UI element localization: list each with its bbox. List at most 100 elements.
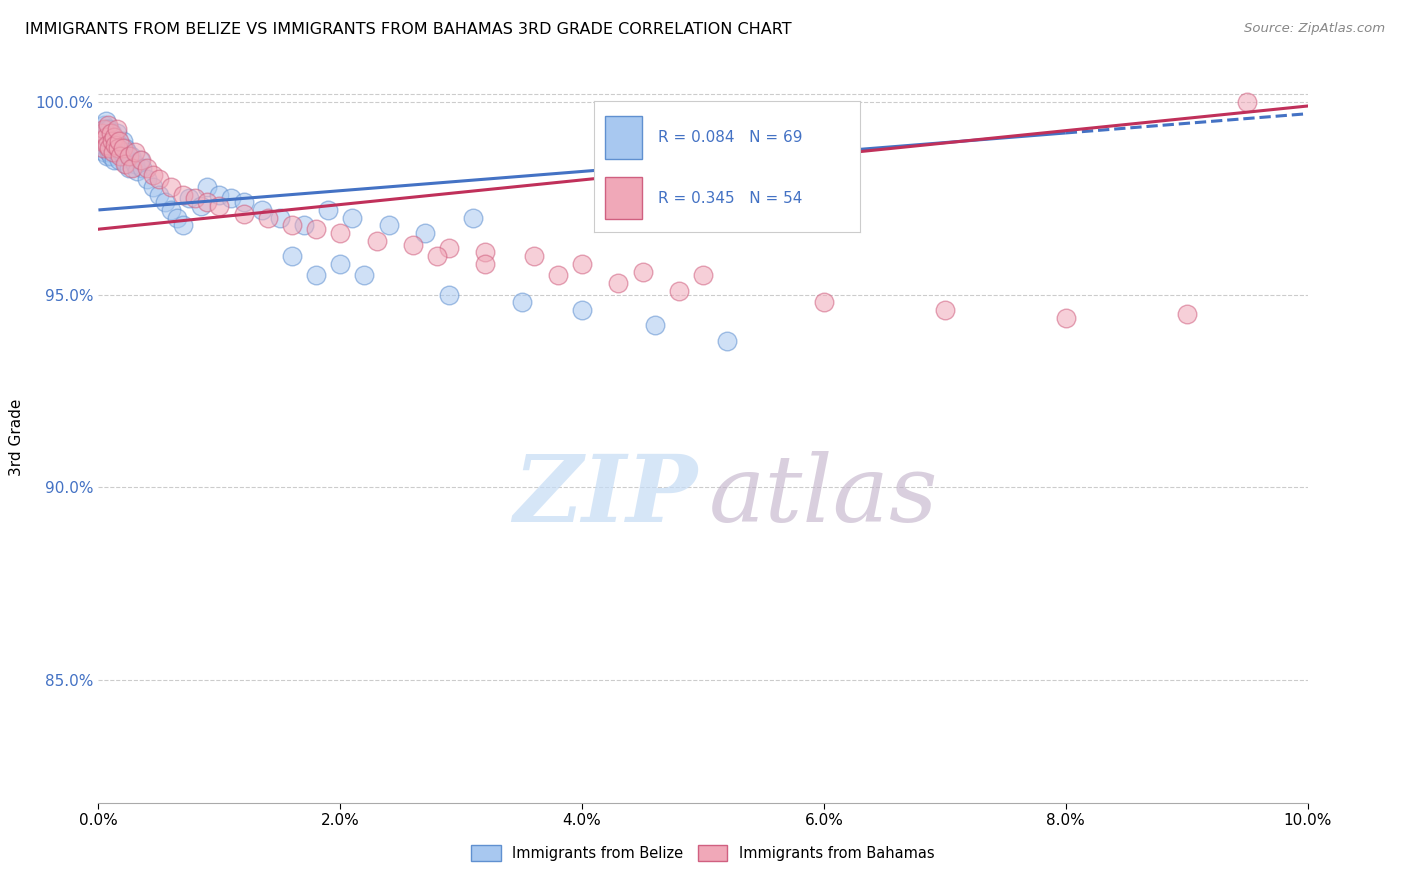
- Point: [644, 318, 666, 333]
- Point: [91, 126, 114, 140]
- Point: [94, 114, 117, 128]
- Point: [107, 141, 129, 155]
- Point: [105, 126, 128, 140]
- Point: [97, 129, 120, 144]
- Text: Source: ZipAtlas.com: Source: ZipAtlas.com: [1244, 22, 1385, 36]
- Point: [208, 187, 231, 202]
- Point: [142, 179, 165, 194]
- Point: [160, 202, 183, 217]
- Point: [437, 242, 460, 256]
- Point: [108, 134, 131, 148]
- Point: [179, 191, 201, 205]
- Point: [1175, 307, 1198, 321]
- Point: [232, 195, 254, 210]
- Text: ZIP: ZIP: [513, 450, 697, 541]
- Point: [98, 122, 121, 136]
- Point: [166, 211, 188, 225]
- Point: [316, 202, 339, 217]
- Point: [103, 129, 125, 144]
- Point: [90, 134, 112, 148]
- Point: [269, 211, 291, 225]
- Point: [160, 179, 183, 194]
- Point: [305, 222, 328, 236]
- Point: [131, 161, 153, 175]
- Point: [105, 145, 128, 160]
- Point: [100, 126, 122, 140]
- Point: [692, 268, 714, 283]
- Point: [135, 172, 157, 186]
- Point: [148, 172, 170, 186]
- Point: [148, 187, 170, 202]
- Point: [110, 145, 132, 160]
- Point: [195, 195, 218, 210]
- Point: [104, 137, 127, 152]
- Point: [402, 237, 425, 252]
- Point: [523, 249, 546, 263]
- Point: [115, 157, 138, 171]
- Point: [111, 134, 134, 148]
- Point: [1236, 95, 1258, 110]
- Point: [124, 157, 146, 171]
- Point: [121, 161, 143, 175]
- Text: IMMIGRANTS FROM BELIZE VS IMMIGRANTS FROM BAHAMAS 3RD GRADE CORRELATION CHART: IMMIGRANTS FROM BELIZE VS IMMIGRANTS FRO…: [25, 22, 792, 37]
- Point: [100, 149, 122, 163]
- Point: [93, 122, 115, 136]
- Point: [105, 122, 128, 136]
- Point: [93, 145, 115, 160]
- Point: [114, 141, 136, 155]
- Point: [117, 145, 139, 160]
- Point: [98, 145, 121, 160]
- Point: [118, 161, 141, 175]
- Point: [100, 134, 122, 148]
- Point: [98, 141, 121, 155]
- Point: [96, 137, 118, 152]
- Point: [250, 202, 273, 217]
- Point: [934, 303, 956, 318]
- Y-axis label: 3rd Grade: 3rd Grade: [10, 399, 24, 475]
- Point: [607, 276, 630, 290]
- Point: [413, 226, 436, 240]
- Point: [127, 164, 149, 178]
- Point: [100, 126, 122, 140]
- Point: [108, 153, 131, 167]
- Point: [1054, 310, 1077, 325]
- Point: [90, 134, 112, 148]
- Point: [190, 199, 212, 213]
- Point: [571, 303, 593, 318]
- Point: [377, 219, 399, 233]
- Point: [256, 211, 278, 225]
- Point: [101, 145, 124, 160]
- Point: [97, 118, 120, 132]
- Point: [100, 141, 122, 155]
- Point: [91, 126, 114, 140]
- Point: [103, 141, 125, 155]
- Point: [281, 249, 304, 263]
- Point: [329, 226, 352, 240]
- Point: [101, 134, 124, 148]
- Point: [547, 268, 569, 283]
- Point: [668, 284, 690, 298]
- Point: [463, 211, 485, 225]
- Point: [195, 179, 218, 194]
- Point: [153, 195, 176, 210]
- Text: atlas: atlas: [709, 450, 939, 541]
- Point: [813, 295, 835, 310]
- Point: [118, 149, 141, 163]
- Point: [100, 134, 122, 148]
- Point: [184, 191, 207, 205]
- Point: [474, 257, 496, 271]
- Point: [142, 169, 165, 183]
- Point: [112, 149, 135, 163]
- Point: [94, 129, 117, 144]
- Point: [329, 257, 352, 271]
- Point: [108, 137, 131, 152]
- Point: [281, 219, 304, 233]
- Point: [128, 153, 150, 167]
- Point: [221, 191, 243, 205]
- Point: [93, 118, 115, 132]
- Point: [172, 187, 194, 202]
- Point: [510, 295, 533, 310]
- Point: [208, 199, 231, 213]
- Point: [124, 145, 146, 160]
- Point: [232, 207, 254, 221]
